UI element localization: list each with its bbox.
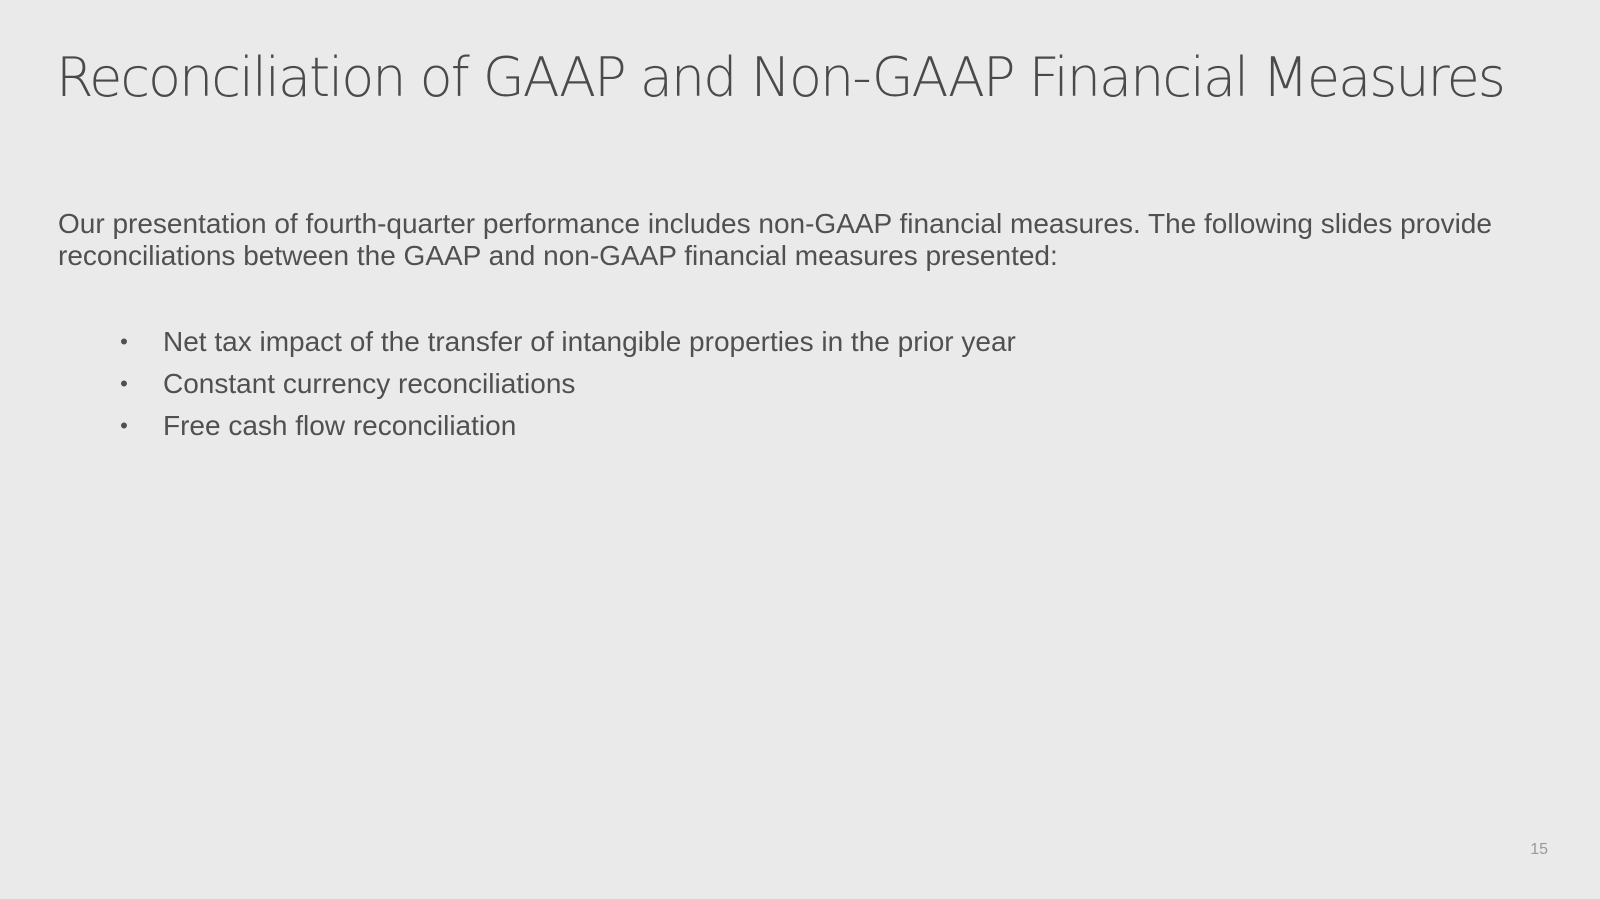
bullet-text: Free cash flow reconciliation (163, 410, 517, 441)
bullet-text: Net tax impact of the transfer of intang… (163, 326, 1016, 357)
page-number: 15 (1530, 841, 1548, 858)
slide-title: Reconciliation of GAAP and Non-GAAP Fina… (56, 46, 1506, 109)
bullet-icon: • (120, 329, 128, 354)
intro-paragraph: Our presentation of fourth-quarter perfo… (58, 208, 1492, 271)
bullet-text: Constant currency reconciliations (163, 368, 576, 399)
bullet-icon: • (120, 371, 128, 396)
bullet-icon: • (120, 413, 128, 438)
